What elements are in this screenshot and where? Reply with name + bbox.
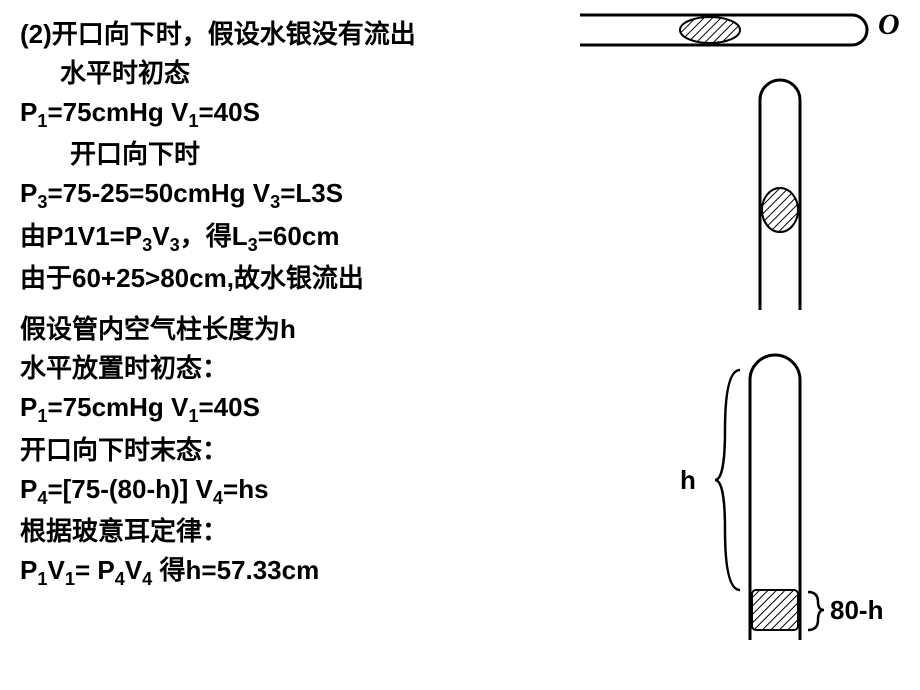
line-9: 水平放置时初态： xyxy=(20,349,560,388)
line-8: 假设管内空气柱长度为h xyxy=(20,310,560,349)
line-7: 由于60+25>80cm,故水银流出 xyxy=(20,259,560,298)
line-10: P1=75cmHg V1=40S xyxy=(20,388,560,430)
label-h: h xyxy=(680,465,696,496)
brace-80h xyxy=(808,592,824,630)
line-6: 由P1V1=P3V3，得L3=60cm xyxy=(20,217,560,259)
vertical-tube-1-diagram xyxy=(760,80,800,310)
text-content: (2)开口向下时，假设水银没有流出 水平时初态 P1=75cmHg V1=40S… xyxy=(20,15,560,594)
line-12: P4=[75-(80-h)] V4=hs xyxy=(20,470,560,512)
label-O: O xyxy=(878,8,900,42)
brace-h xyxy=(715,370,740,590)
line-11: 开口向下时末态： xyxy=(20,431,560,470)
line-1: (2)开口向下时，假设水银没有流出 xyxy=(20,15,560,54)
label-80h: 80-h xyxy=(830,595,883,626)
line-5: P3=75-25=50cmHg V3=L3S xyxy=(20,174,560,216)
vertical-tube-2-diagram xyxy=(715,355,824,640)
line-14: P1V1= P4V4 得h=57.33cm xyxy=(20,551,560,593)
line-3: P1=75cmHg V1=40S xyxy=(20,93,560,135)
line-4: 开口向下时 xyxy=(20,135,560,174)
mercury-plug-horizontal xyxy=(680,17,740,43)
mercury-plug-vertical-2 xyxy=(752,590,798,630)
line-2: 水平时初态 xyxy=(20,54,560,93)
horizontal-tube-diagram xyxy=(580,15,867,45)
line-13: 根据玻意耳定律： xyxy=(20,512,560,551)
mercury-plug-vertical-1 xyxy=(762,188,798,232)
